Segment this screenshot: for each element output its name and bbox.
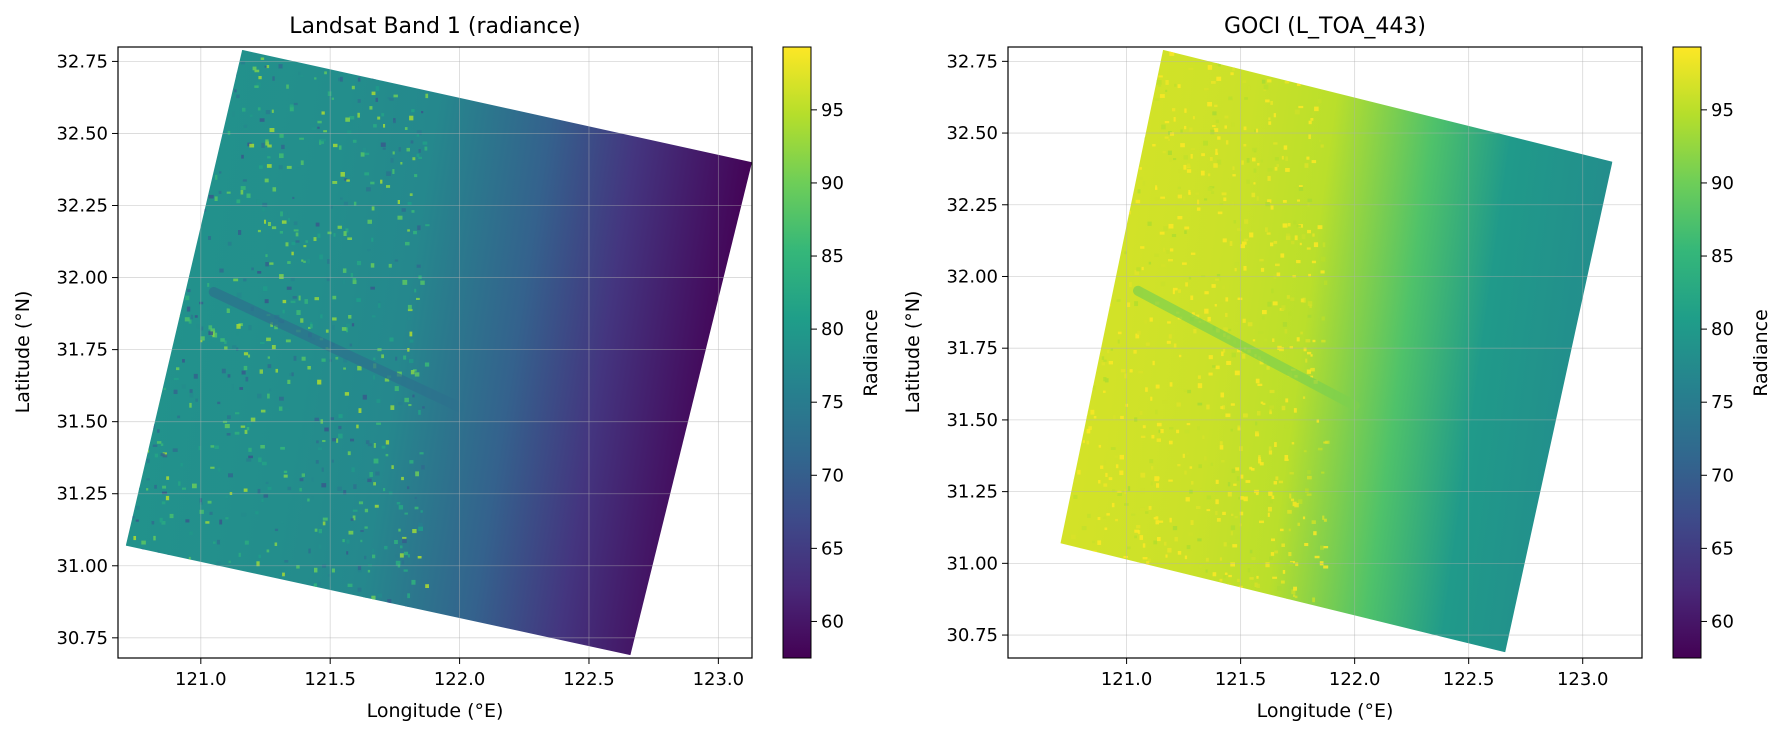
x-tick-label: 122.0 xyxy=(434,669,486,690)
x-axis-label: Longitude (°E) xyxy=(1257,700,1394,722)
colorbar-tick-label: 70 xyxy=(1711,465,1734,486)
y-tick-label: 32.00 xyxy=(56,268,108,289)
colorbar-tick-label: 90 xyxy=(821,173,844,194)
colorbar-tick-label: 95 xyxy=(821,100,844,121)
x-tick-label: 122.0 xyxy=(1329,669,1381,690)
colorbar-tick-label: 85 xyxy=(821,246,844,267)
y-tick-label: 32.25 xyxy=(946,195,998,216)
x-tick-label: 122.5 xyxy=(563,669,615,690)
chart-title: Landsat Band 1 (radiance) xyxy=(289,14,581,39)
panel-goci: GOCI (L_TOA_443) 121.0 121.5 122.0 122.5 123… xyxy=(902,14,1772,722)
x-tick-label: 121.5 xyxy=(304,669,356,690)
colorbar-tick-label: 60 xyxy=(821,611,844,632)
colorbar: 60 65 70 75 80 85 90 95 xyxy=(782,46,844,659)
x-tick-label: 122.5 xyxy=(1443,669,1495,690)
colorbar-tick-label: 60 xyxy=(1711,611,1734,632)
colorbar-bar xyxy=(1672,46,1702,659)
colorbar-tick-label: 75 xyxy=(1711,392,1734,413)
x-axis-ticks: 121.0 121.5 122.0 122.5 123.0 xyxy=(175,658,744,690)
chart-title: GOCI (L_TOA_443) xyxy=(1224,14,1426,39)
y-tick-label: 31.75 xyxy=(946,338,998,359)
grid-lines xyxy=(118,47,752,658)
heatmap-image xyxy=(1060,49,1613,653)
x-tick-label: 121.5 xyxy=(1215,669,1267,690)
y-tick-label: 31.00 xyxy=(946,553,998,574)
colorbar-tick-label: 65 xyxy=(821,538,844,559)
y-axis-label: Latitude (°N) xyxy=(12,291,34,414)
y-tick-label: 32.50 xyxy=(56,123,108,144)
colorbar-tick-label: 70 xyxy=(821,465,844,486)
y-tick-label: 31.50 xyxy=(946,410,998,431)
heatmap-image xyxy=(125,49,753,656)
y-axis-ticks: 30.75 31.00 31.25 31.50 31.75 32.00 32.25 32.50… xyxy=(56,51,118,649)
colorbar-tick-label: 85 xyxy=(1711,246,1734,267)
x-axis-ticks: 121.0 121.5 122.0 122.5 123.0 xyxy=(1101,658,1609,690)
y-tick-label: 32.00 xyxy=(946,266,998,287)
y-tick-label: 31.25 xyxy=(946,482,998,503)
colorbar-tick-label: 90 xyxy=(1711,173,1734,194)
y-tick-label: 30.75 xyxy=(56,628,108,649)
y-tick-label: 31.75 xyxy=(56,340,108,361)
colorbar-tick-label: 75 xyxy=(821,392,844,413)
colorbar: 60 65 70 75 80 85 90 95 xyxy=(1672,46,1734,659)
y-axis-ticks: 30.75 31.00 31.25 31.50 31.75 32.00 32.25 32.50… xyxy=(946,51,1008,646)
y-tick-label: 32.75 xyxy=(946,51,998,72)
y-tick-label: 31.00 xyxy=(56,556,108,577)
colorbar-label: Radiance xyxy=(1750,309,1772,397)
y-tick-label: 31.50 xyxy=(56,412,108,433)
x-axis-label: Longitude (°E) xyxy=(367,700,504,722)
colorbar-tick-label: 80 xyxy=(1711,319,1734,340)
grid-lines xyxy=(1008,47,1642,658)
y-tick-label: 32.50 xyxy=(946,123,998,144)
colorbar-label: Radiance xyxy=(860,309,882,397)
colorbar-bar xyxy=(782,46,812,659)
y-tick-label: 31.25 xyxy=(56,484,108,505)
colorbar-tick-label: 95 xyxy=(1711,100,1734,121)
y-axis-label: Latitude (°N) xyxy=(902,291,924,414)
x-tick-label: 121.0 xyxy=(1101,669,1153,690)
x-tick-label: 123.0 xyxy=(693,669,745,690)
panel-landsat: Landsat Band 1 (radiance) 121.0 121.5 122.… xyxy=(12,14,882,722)
y-tick-label: 30.75 xyxy=(946,625,998,646)
y-tick-label: 32.25 xyxy=(56,196,108,217)
colorbar-tick-label: 65 xyxy=(1711,538,1734,559)
x-tick-label: 121.0 xyxy=(175,669,227,690)
y-tick-label: 32.75 xyxy=(56,51,108,72)
x-tick-label: 123.0 xyxy=(1557,669,1609,690)
plot-frame xyxy=(117,46,753,659)
plot-frame xyxy=(1007,46,1643,659)
colorbar-tick-label: 80 xyxy=(821,319,844,340)
